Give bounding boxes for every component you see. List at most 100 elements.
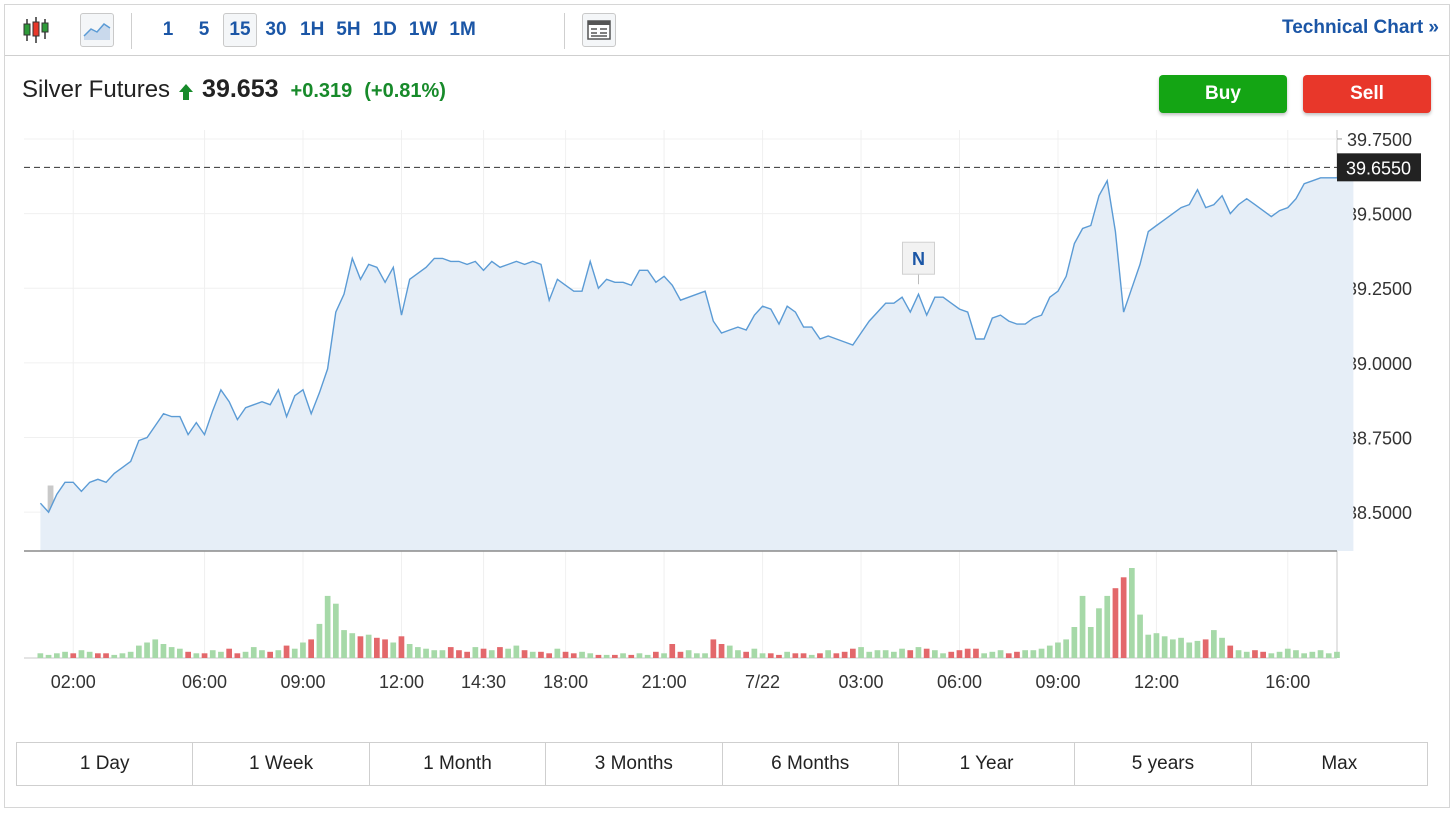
volume-bar: [111, 654, 118, 658]
volume-bar: [538, 651, 544, 658]
range-3-months[interactable]: 3 Months: [546, 743, 723, 785]
volume-bar: [390, 642, 397, 658]
interval-1[interactable]: 1: [162, 19, 174, 40]
volume-bar: [382, 639, 388, 658]
candlestick-icon[interactable]: [19, 13, 53, 47]
volume-bar: [603, 654, 610, 658]
volume-bar: [406, 644, 413, 658]
volume-bar: [1301, 653, 1307, 658]
interval-1d[interactable]: 1D: [372, 19, 397, 40]
range-5-years[interactable]: 5 years: [1075, 743, 1252, 785]
interval-30[interactable]: 30: [265, 19, 287, 40]
volume-bar: [932, 650, 938, 658]
volume-bar: [365, 634, 372, 658]
volume-bar: [989, 651, 996, 658]
price-change-percent: (+0.81%): [364, 80, 446, 102]
volume-bar: [620, 653, 626, 658]
volume-bar: [710, 639, 717, 658]
buy-button[interactable]: Buy: [1159, 75, 1287, 113]
y-tick-label: 39.2500: [1347, 279, 1412, 299]
instrument-name: Silver Futures: [22, 76, 171, 103]
volume-bar: [1022, 650, 1028, 658]
price-chart[interactable]: 39.7500 39.5000 39.2500 39.0000 38.7500 38.50…: [0, 0, 1456, 740]
volume-bar: [644, 654, 651, 658]
y-tick-label: 39.5000: [1347, 205, 1412, 225]
volume-bar: [1317, 650, 1324, 658]
volume-bar: [1145, 634, 1152, 658]
x-tick-label: 21:00: [642, 672, 687, 692]
volume-bar: [54, 653, 60, 658]
interval-15[interactable]: 15: [223, 13, 257, 47]
volume-bar: [1087, 627, 1094, 658]
volume-bar: [357, 636, 364, 658]
y-tick-label: 38.7500: [1347, 429, 1412, 449]
range-1-week[interactable]: 1 Week: [193, 743, 370, 785]
volume-bar: [1038, 648, 1045, 658]
volume-bar: [907, 650, 914, 658]
volume-bar: [349, 633, 356, 658]
volume-bar: [341, 630, 347, 658]
x-tick-label: 06:00: [937, 672, 982, 692]
volume-bar: [1005, 653, 1012, 658]
volume-bar: [324, 595, 331, 658]
range-max[interactable]: Max: [1321, 753, 1358, 774]
volume-bar: [316, 623, 323, 658]
volume-bar: [694, 653, 700, 658]
volume-bar: [948, 651, 955, 658]
range-1-day[interactable]: 1 Day: [17, 743, 194, 785]
x-tick-label: 12:00: [1134, 672, 1179, 692]
interval-selector: 1 5 15 30 1H 5H 1D 1W 1M: [151, 13, 481, 47]
volume-bar: [168, 647, 175, 658]
volume-bar: [735, 650, 741, 658]
volume-bar: [940, 653, 946, 658]
volume-bar: [37, 653, 44, 658]
volume-bar: [612, 654, 618, 658]
volume-bar: [997, 650, 1004, 658]
volume-bar: [825, 650, 831, 658]
volume-bar: [497, 647, 503, 658]
volume-bar: [447, 647, 454, 658]
volume-bar: [86, 651, 93, 658]
volume-bar: [177, 648, 183, 658]
y-tick-label: 38.5000: [1347, 503, 1412, 523]
volume-bar: [546, 653, 552, 658]
range-6-months[interactable]: 6 Months: [723, 743, 899, 785]
interval-1m[interactable]: 1M: [449, 19, 476, 40]
news-overlay-icon[interactable]: [582, 13, 616, 47]
volume-bar: [579, 651, 585, 658]
last-price: 39.653: [202, 75, 279, 103]
x-tick-label: 03:00: [839, 672, 884, 692]
volume-bar: [218, 651, 224, 658]
volume-bar: [250, 647, 257, 658]
volume-bar: [505, 648, 511, 658]
price-line: [39, 165, 1354, 514]
volume-bar: [308, 639, 314, 658]
range-selector: 1 Day 1 Week 1 Month 3 Months 6 Months 1…: [16, 742, 1428, 786]
sell-button[interactable]: Sell: [1303, 75, 1431, 113]
volume-bar: [1227, 645, 1234, 658]
volume-bar: [275, 650, 282, 658]
range-1-month[interactable]: 1 Month: [370, 743, 547, 785]
range-1-year[interactable]: 1 Year: [899, 743, 1076, 785]
interval-5h[interactable]: 5H: [336, 19, 361, 40]
volume-bar: [1260, 651, 1266, 658]
interval-5[interactable]: 5: [198, 19, 210, 40]
volume-bar: [136, 645, 142, 658]
area-chart-icon[interactable]: [80, 13, 114, 47]
interval-1h[interactable]: 1H: [300, 19, 325, 40]
volume-bar: [267, 651, 273, 658]
interval-1w[interactable]: 1W: [408, 19, 438, 40]
x-tick-label: 18:00: [543, 672, 588, 692]
volume-bar: [423, 648, 429, 658]
volume-bar: [882, 650, 889, 658]
technical-chart-link[interactable]: Technical Chart »: [1282, 17, 1439, 38]
x-tick-label: 12:00: [379, 672, 424, 692]
volume-bar: [1079, 595, 1086, 658]
volume-bar: [595, 654, 602, 658]
volume-bar: [685, 650, 692, 658]
volume-bar: [964, 648, 971, 658]
volume-bar: [1137, 614, 1143, 658]
volume-bar: [521, 650, 528, 658]
toolbar-divider: [564, 13, 565, 49]
news-marker-label: N: [912, 249, 925, 269]
